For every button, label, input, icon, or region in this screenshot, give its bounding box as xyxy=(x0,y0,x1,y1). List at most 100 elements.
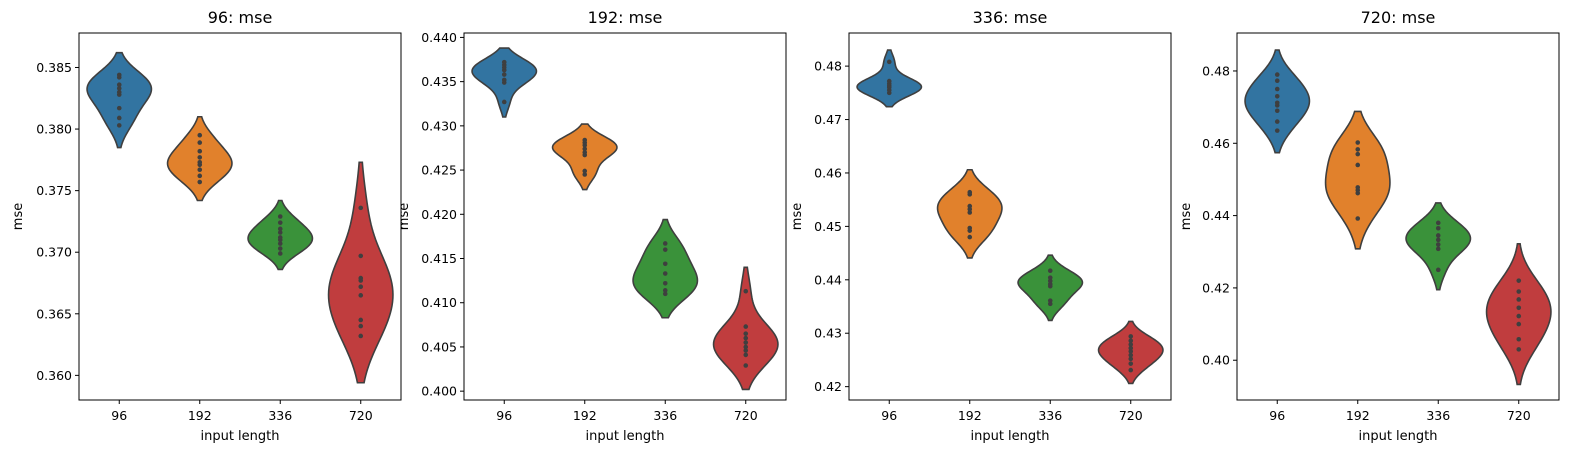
data-point xyxy=(358,317,364,323)
y-tick-label: 0.40 xyxy=(1202,353,1230,368)
data-point xyxy=(197,140,203,145)
data-point xyxy=(197,148,203,154)
data-point xyxy=(197,132,203,138)
data-point xyxy=(358,293,364,298)
chart-title: 336: mse xyxy=(973,8,1048,27)
x-tick-label: 96 xyxy=(496,408,512,423)
data-point xyxy=(582,137,588,143)
data-point xyxy=(1274,100,1280,106)
data-point xyxy=(1047,301,1053,307)
data-point xyxy=(967,206,973,212)
data-point xyxy=(743,348,749,353)
x-tick-label: 336 xyxy=(1038,408,1062,423)
data-point xyxy=(743,288,749,294)
data-point xyxy=(1435,220,1441,226)
data-point xyxy=(967,189,973,195)
data-point xyxy=(1128,345,1134,351)
data-point xyxy=(1274,128,1280,133)
y-tick-label: 0.405 xyxy=(421,339,457,354)
data-point xyxy=(582,172,588,177)
data-point xyxy=(1274,78,1280,84)
data-point xyxy=(501,99,507,105)
data-point xyxy=(116,105,122,111)
data-point xyxy=(116,82,122,88)
y-tick-label: 0.385 xyxy=(36,60,72,75)
data-point xyxy=(277,235,283,240)
x-ticks: 96 192 336 720 xyxy=(881,400,1143,423)
data-point xyxy=(197,155,203,160)
data-point xyxy=(277,246,283,251)
data-point xyxy=(1128,361,1134,366)
data-point xyxy=(743,335,749,341)
violin-720 xyxy=(327,161,394,384)
data-point xyxy=(1128,342,1134,347)
data-point xyxy=(197,173,203,179)
data-point xyxy=(1047,278,1053,284)
data-point xyxy=(1516,297,1522,302)
y-axis-label: mse xyxy=(397,203,412,230)
x-tick-label: 192 xyxy=(573,408,597,423)
y-tick-label: 0.48 xyxy=(814,59,842,74)
y-ticks: 0.40 0.42 0.44 0.46 0.48 xyxy=(1202,63,1237,368)
panel-336: 336: mse input length mse 0.420.430.440.… xyxy=(790,8,1172,444)
x-tick-label: 720 xyxy=(734,408,758,423)
data-point xyxy=(358,205,364,211)
x-tick-label: 96 xyxy=(111,408,127,423)
chart-title: 96: mse xyxy=(208,8,273,27)
y-tick-label: 0.440 xyxy=(421,30,457,45)
plot-frame xyxy=(848,32,1172,401)
data-point xyxy=(501,72,507,77)
violin-96 xyxy=(86,51,153,149)
violin-336 xyxy=(632,218,699,319)
data-point xyxy=(967,210,973,215)
data-point xyxy=(1435,233,1441,238)
chart-title: 720: mse xyxy=(1361,8,1436,27)
data-point xyxy=(358,333,364,339)
violins xyxy=(86,51,394,384)
violins xyxy=(1244,49,1552,386)
x-ticks: 96 192 336 720 xyxy=(1269,400,1531,423)
y-axis-label: mse xyxy=(790,203,805,230)
y-axis-label: mse xyxy=(11,203,26,230)
data-point xyxy=(1516,321,1522,327)
violin-336 xyxy=(247,199,314,271)
data-point xyxy=(358,253,364,259)
violins xyxy=(856,49,1164,385)
panel-96: 96: mse input length mse 0.360 0.365 0.370… xyxy=(11,8,402,444)
data-point xyxy=(1435,267,1441,273)
data-point xyxy=(277,226,283,232)
data-point xyxy=(1355,151,1361,157)
x-tick-label: 720 xyxy=(1507,408,1531,423)
y-tick-label: 0.46 xyxy=(1202,136,1230,151)
data-point xyxy=(116,89,122,95)
x-axis-label: input length xyxy=(200,429,279,444)
data-point xyxy=(743,340,749,345)
data-point xyxy=(1355,216,1361,221)
data-point xyxy=(886,78,892,84)
data-point xyxy=(116,123,122,128)
data-point xyxy=(582,146,588,152)
x-tick-label: 192 xyxy=(1346,408,1370,423)
data-point xyxy=(197,160,203,165)
chart-title: 192: mse xyxy=(588,8,663,27)
data-point xyxy=(1516,289,1522,294)
x-axis-label: input length xyxy=(585,429,664,444)
y-tick-label: 0.410 xyxy=(421,295,457,310)
data-point xyxy=(662,280,668,286)
data-point xyxy=(1274,108,1280,114)
y-tick-label: 0.47 xyxy=(814,112,842,127)
data-point xyxy=(501,59,507,65)
data-point xyxy=(967,203,973,209)
y-tick-label: 0.370 xyxy=(36,245,72,260)
data-point xyxy=(1274,86,1280,92)
y-tick-label: 0.43 xyxy=(814,326,842,341)
data-point xyxy=(197,167,203,172)
data-point xyxy=(1355,147,1361,152)
x-tick-label: 96 xyxy=(881,408,897,423)
y-tick-label: 0.42 xyxy=(814,379,842,394)
data-point xyxy=(116,115,122,121)
data-point xyxy=(1274,72,1280,77)
data-point xyxy=(886,59,892,65)
data-point xyxy=(116,86,122,91)
y-tick-label: 0.430 xyxy=(421,118,457,133)
